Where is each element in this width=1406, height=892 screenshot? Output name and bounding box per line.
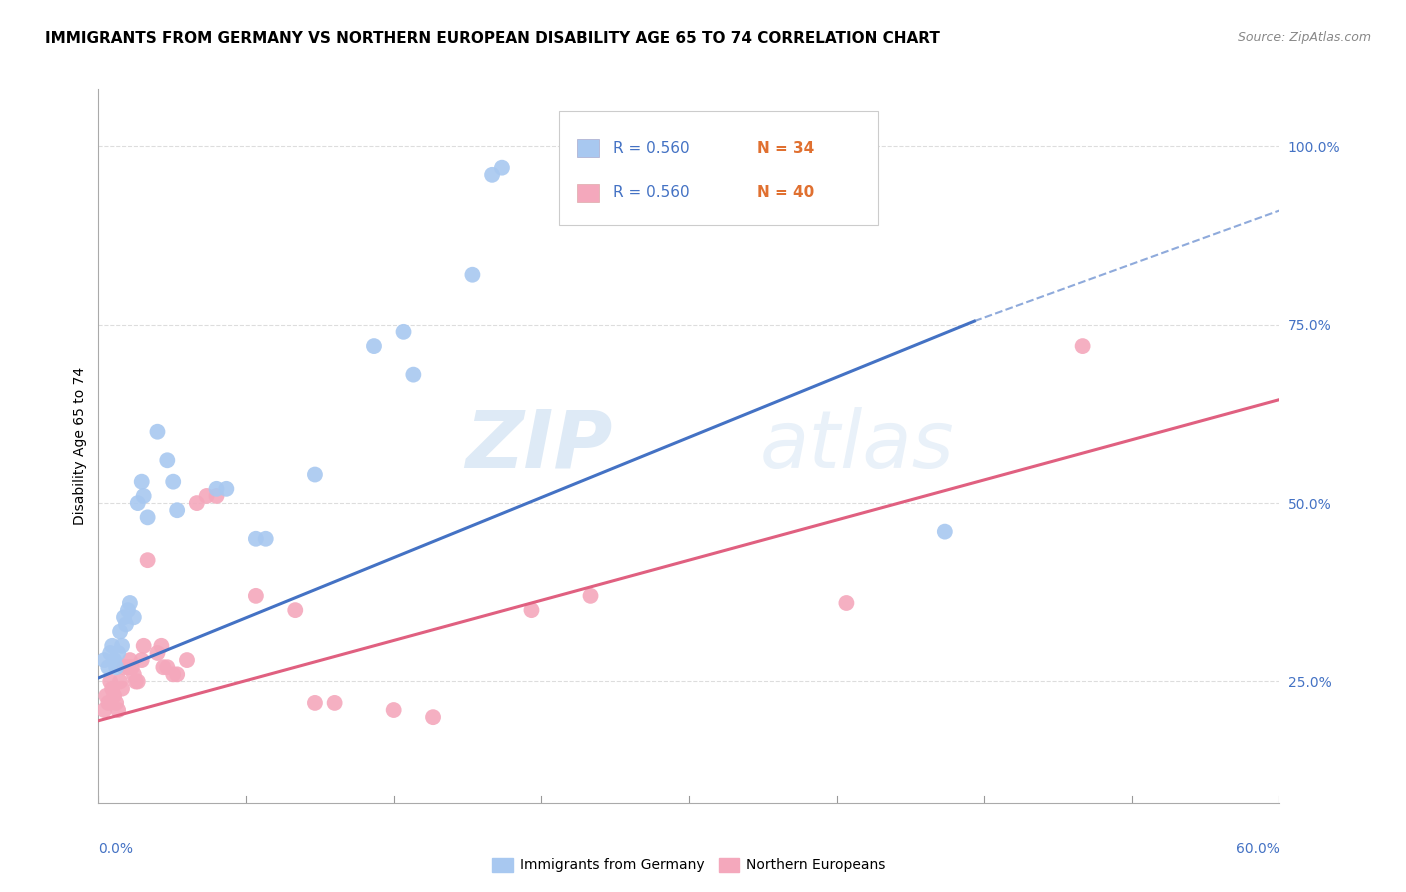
Point [97, 660, 120, 674]
Text: atlas: atlas [759, 407, 955, 485]
Point [176, 653, 198, 667]
Point [115, 617, 138, 632]
Point [579, 589, 602, 603]
Point [105, 696, 128, 710]
Point [122, 667, 145, 681]
Text: R = 0.560: R = 0.560 [613, 141, 690, 156]
Point [122, 610, 145, 624]
Point [304, 696, 326, 710]
Point [118, 596, 141, 610]
Point [107, 703, 129, 717]
Point [205, 489, 228, 503]
Point [97, 696, 120, 710]
Point [101, 681, 124, 696]
Point [304, 467, 326, 482]
Text: 60.0%: 60.0% [1236, 842, 1279, 856]
Point [245, 589, 267, 603]
Point [156, 453, 179, 467]
Point [127, 496, 149, 510]
Point [112, 610, 135, 624]
Point [382, 703, 405, 717]
Point [108, 674, 131, 689]
Point [1071, 339, 1094, 353]
Point [195, 489, 218, 503]
Point [103, 689, 125, 703]
Point [117, 603, 139, 617]
Text: 0.0%: 0.0% [98, 842, 134, 856]
Y-axis label: Disability Age 65 to 74: Disability Age 65 to 74 [73, 367, 87, 525]
Point [125, 674, 148, 689]
Point [152, 660, 174, 674]
Point [363, 339, 385, 353]
Point [835, 596, 858, 610]
Point [162, 475, 184, 489]
Text: N = 40: N = 40 [756, 186, 814, 201]
Point [111, 639, 134, 653]
Point [245, 532, 267, 546]
Point [108, 624, 131, 639]
Point [136, 553, 159, 567]
Point [111, 681, 134, 696]
Bar [576, 139, 599, 157]
Text: IMMIGRANTS FROM GERMANY VS NORTHERN EUROPEAN DISABILITY AGE 65 TO 74 CORRELATION: IMMIGRANTS FROM GERMANY VS NORTHERN EURO… [45, 31, 939, 46]
Point [162, 667, 184, 681]
Point [101, 639, 124, 653]
Text: Source: ZipAtlas.com: Source: ZipAtlas.com [1237, 31, 1371, 45]
Point [127, 674, 149, 689]
Point [131, 475, 153, 489]
Point [323, 696, 346, 710]
Text: N = 34: N = 34 [756, 141, 814, 156]
Point [131, 653, 153, 667]
Point [205, 482, 228, 496]
Point [93, 653, 115, 667]
Point [402, 368, 425, 382]
Point [166, 503, 188, 517]
Bar [576, 184, 599, 202]
Point [156, 660, 179, 674]
Point [132, 639, 155, 653]
Point [105, 660, 128, 674]
Point [150, 639, 173, 653]
Point [107, 646, 129, 660]
Point [166, 667, 188, 681]
Text: ZIP: ZIP [465, 407, 612, 485]
Point [146, 646, 169, 660]
Point [132, 489, 155, 503]
Point [461, 268, 484, 282]
Point [481, 168, 503, 182]
Point [121, 660, 143, 674]
Point [215, 482, 238, 496]
Point [520, 603, 543, 617]
Point [136, 510, 159, 524]
Point [117, 660, 139, 674]
Point [422, 710, 444, 724]
Point [491, 161, 513, 175]
Point [146, 425, 169, 439]
Point [103, 653, 125, 667]
Point [112, 660, 135, 674]
Point [118, 653, 141, 667]
Legend: Immigrants from Germany, Northern Europeans: Immigrants from Germany, Northern Europe… [486, 852, 891, 878]
Text: R = 0.560: R = 0.560 [613, 186, 690, 201]
Point [392, 325, 415, 339]
Point [96, 689, 118, 703]
Point [98, 674, 121, 689]
FancyBboxPatch shape [560, 111, 877, 225]
Point [186, 496, 208, 510]
Point [284, 603, 307, 617]
Point [934, 524, 956, 539]
Point [98, 646, 121, 660]
Point [254, 532, 277, 546]
Point [93, 703, 115, 717]
